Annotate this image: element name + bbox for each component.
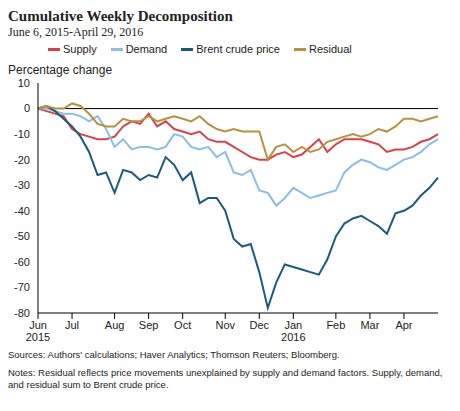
svg-text:Sep: Sep xyxy=(139,319,159,331)
svg-text:Jan2016: Jan2016 xyxy=(281,319,305,343)
svg-text:Dec: Dec xyxy=(249,319,269,331)
svg-text:Aug: Aug xyxy=(105,319,125,331)
svg-text:Jul: Jul xyxy=(65,319,79,331)
html-text:Supply: Supply xyxy=(63,43,97,55)
svg-text:Mar: Mar xyxy=(360,319,379,331)
svg-text:-20: -20 xyxy=(14,154,30,166)
svg-text:Jun2015: Jun2015 xyxy=(26,319,50,343)
html-text:Brent crude price: Brent crude price xyxy=(196,43,280,55)
html-text:June 6, 2015-April 29, 2016: June 6, 2015-April 29, 2016 xyxy=(8,25,144,39)
svg-text:-10: -10 xyxy=(14,128,30,140)
svg-text:Feb: Feb xyxy=(326,319,345,331)
svg-text:-40: -40 xyxy=(14,205,30,217)
svg-text:Nov: Nov xyxy=(215,319,235,331)
svg-text:-60: -60 xyxy=(14,256,30,268)
svg-text:-50: -50 xyxy=(14,230,30,242)
svg-text:Oct: Oct xyxy=(174,319,191,331)
svg-text:-80: -80 xyxy=(14,307,30,319)
html-text:Sources: Authors' calculations: Sources: Authors' calculations; Haver An… xyxy=(8,349,340,360)
svg-text:-70: -70 xyxy=(14,281,30,293)
html-text:Percentage change: Percentage change xyxy=(8,63,113,77)
html-text:Residual: Residual xyxy=(309,43,352,55)
html-text:Cumulative Weekly Decompositio: Cumulative Weekly Decomposition xyxy=(8,8,233,24)
svg-text:-30: -30 xyxy=(14,179,30,191)
html-text:Demand: Demand xyxy=(125,43,168,55)
html-text:Notes: Residual reflects price: Notes: Residual reflects price movements… xyxy=(8,367,443,390)
svg-text:Apr: Apr xyxy=(395,319,412,331)
svg-text:10: 10 xyxy=(18,77,30,89)
svg-text:0: 0 xyxy=(24,102,30,114)
